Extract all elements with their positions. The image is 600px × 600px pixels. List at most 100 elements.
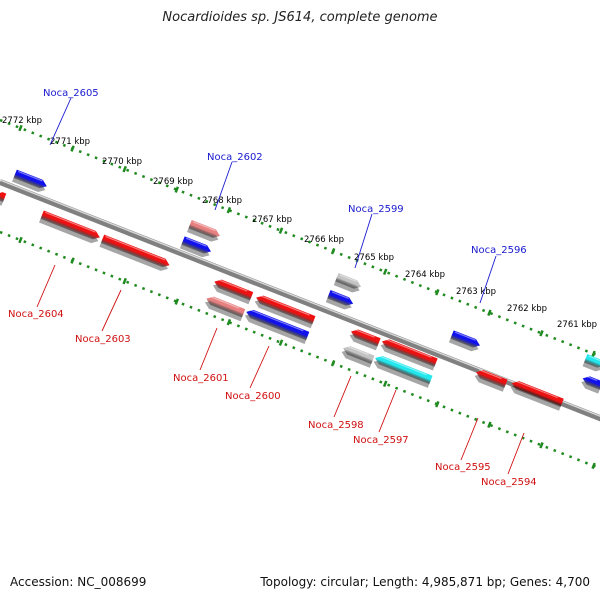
gene-body: [40, 210, 100, 240]
gene-highlight: [377, 355, 427, 376]
gene-body: [214, 279, 254, 301]
gene-highlight: [259, 294, 310, 316]
gene-body: [476, 370, 508, 389]
gene-highlight: [588, 355, 600, 361]
major-tick: [330, 247, 336, 255]
genome-title: Nocardioides sp. JS614, complete genome: [162, 10, 438, 25]
gene-body: [188, 219, 220, 238]
gene-label-forward: Noca_2596: [471, 245, 527, 256]
accession-label: Accession: NC_008699: [10, 575, 147, 589]
label-leader-line: [460, 417, 479, 461]
gene-label-forward: Noca_2599: [348, 204, 404, 215]
gene-highlight: [514, 380, 558, 399]
scale-label: 2769 kbp: [153, 177, 193, 187]
scale-label: 2770 kbp: [102, 157, 142, 167]
gene-noca-2597-upper: [380, 338, 438, 371]
label-leader-line: [378, 389, 397, 433]
gene-noca-2598-upper: [349, 328, 381, 351]
gene-body: [343, 346, 375, 365]
major-tick: [435, 401, 440, 408]
gene-body: [351, 329, 381, 347]
scale-label: 2771 kbp: [50, 137, 90, 147]
gene-label-reverse: Noca_2600: [225, 391, 281, 402]
gene-edge-cyan: [582, 354, 600, 372]
major-tick: [174, 298, 180, 305]
gene-body: [0, 192, 7, 203]
scale-label: 2761 kbp: [557, 320, 597, 330]
major-tick: [18, 236, 23, 244]
major-tick: [226, 206, 232, 214]
gene-body: [335, 273, 362, 289]
gene-body: [382, 339, 438, 367]
gene-body: [100, 234, 170, 268]
scale-label: 2767 kbp: [252, 215, 292, 225]
gene-body: [181, 236, 211, 254]
gene-noca-2598: [341, 345, 375, 368]
gene-highlight: [105, 235, 166, 261]
gene-body: [511, 381, 564, 408]
gene-label-reverse: Noca_2603: [75, 334, 131, 345]
major-tick: [122, 277, 127, 285]
label-leader-line: [333, 375, 352, 418]
major-tick: [382, 268, 388, 275]
gene-body: [450, 330, 480, 348]
gene-noca-2599-grey: [333, 273, 362, 293]
inner-scale-track: [0, 230, 600, 470]
major-tick: [591, 350, 596, 358]
label-leader-line: [36, 264, 56, 308]
gene-body: [256, 295, 316, 325]
gene-noca-2601: [204, 295, 246, 322]
major-tick: [278, 339, 284, 346]
major-tick: [122, 165, 127, 173]
label-leader-line: [49, 97, 72, 146]
scale-label: 2762 kbp: [507, 304, 547, 314]
gene-highlight: [209, 295, 240, 309]
gene-noca-2602b: [179, 236, 211, 258]
gene-highlight: [45, 211, 96, 233]
gene-body: [375, 356, 433, 385]
gene-label-reverse: Noca_2597: [353, 435, 409, 446]
gene-noca-2601-upper: [212, 278, 254, 305]
major-tick: [226, 318, 232, 326]
gene-label-forward: Noca_2602: [207, 152, 263, 163]
gene-body: [246, 309, 310, 341]
gene-noca-2597: [373, 355, 433, 388]
major-tick: [382, 380, 388, 387]
gene-noca-2595: [474, 369, 508, 392]
genome-summary: Topology: circular; Length: 4,985,871 bp…: [260, 575, 590, 589]
gene-highlight: [192, 221, 216, 232]
label-leader-line: [479, 255, 497, 304]
major-tick: [330, 359, 336, 367]
gene-highlight: [249, 309, 304, 332]
gene-noca-2594: [510, 380, 564, 411]
gene-edge-red: [0, 191, 7, 206]
scale-label: 2763 kbp: [456, 287, 496, 297]
gene-body: [582, 376, 600, 390]
label-leader-line: [249, 345, 270, 389]
gene-body: [327, 290, 354, 306]
gene-highlight: [185, 237, 207, 247]
gene-highlight: [353, 328, 375, 338]
gene-noca-2596: [448, 330, 480, 352]
major-tick: [591, 462, 596, 470]
scale-label: 2765 kbp: [354, 253, 394, 263]
major-tick: [539, 330, 544, 337]
scale-label: 2768 kbp: [202, 196, 242, 206]
gene-noca-2600-upper: [254, 294, 316, 329]
scale-label: 2766 kbp: [304, 235, 344, 245]
gene-noca-2602: [186, 219, 220, 242]
gene-noca-2604-upper: [39, 210, 100, 244]
major-tick: [70, 145, 75, 152]
gene-label-reverse: Noca_2601: [173, 373, 229, 384]
gene-highlight: [585, 375, 598, 381]
gene-highlight: [454, 331, 476, 341]
major-tick: [278, 227, 284, 234]
scale-label: 2764 kbp: [405, 270, 445, 280]
label-leader-line: [354, 213, 373, 269]
gene-body: [13, 169, 47, 189]
major-tick: [539, 442, 544, 449]
major-tick: [18, 124, 23, 132]
label-leader-line: [199, 327, 218, 371]
